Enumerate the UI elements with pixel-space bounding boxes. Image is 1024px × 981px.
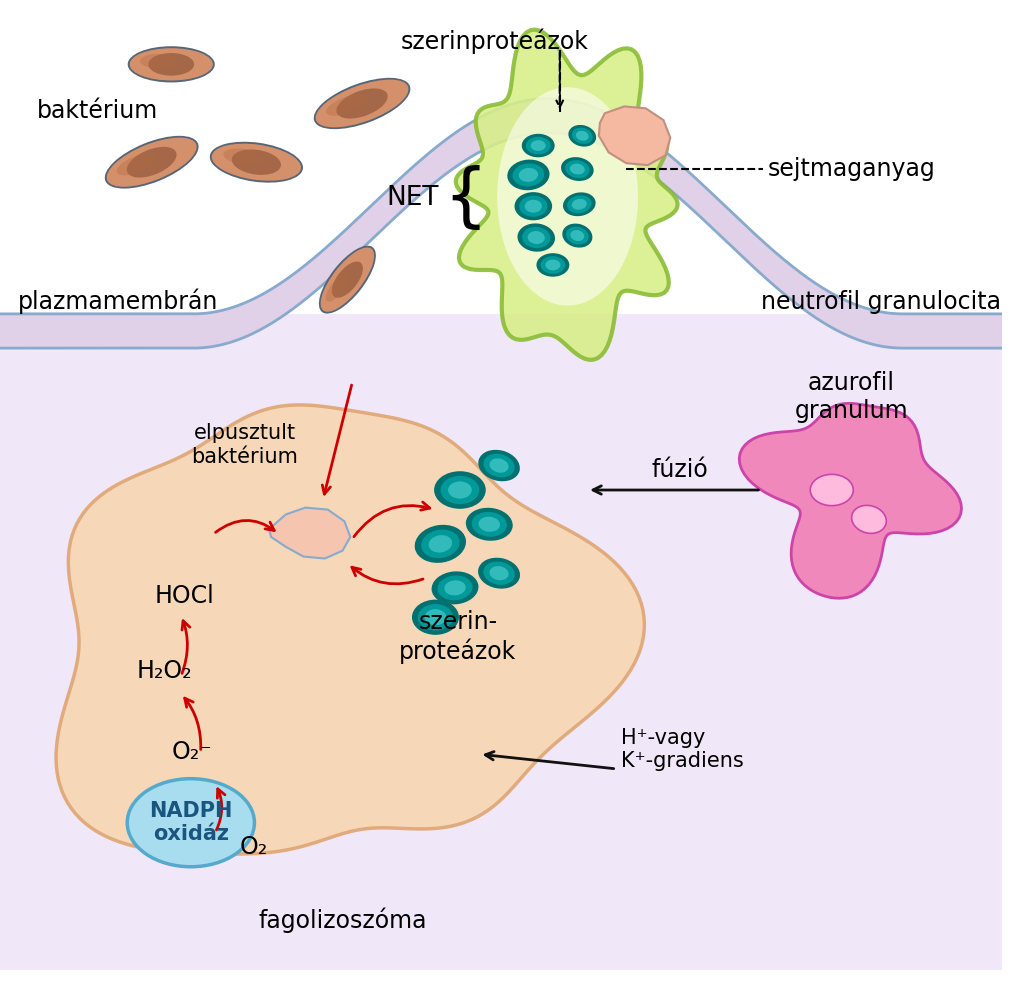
Ellipse shape	[429, 535, 453, 552]
Ellipse shape	[524, 200, 542, 213]
Text: fagolizoszóma: fagolizoszóma	[258, 907, 427, 933]
Ellipse shape	[563, 192, 596, 216]
Ellipse shape	[318, 245, 376, 314]
Ellipse shape	[327, 94, 368, 116]
Ellipse shape	[127, 147, 176, 178]
Text: HOCl: HOCl	[155, 584, 214, 607]
Text: fúzió: fúzió	[651, 458, 709, 483]
Ellipse shape	[575, 130, 589, 140]
Ellipse shape	[570, 231, 585, 241]
Ellipse shape	[130, 48, 213, 80]
Polygon shape	[456, 29, 678, 360]
Ellipse shape	[507, 160, 550, 190]
Polygon shape	[269, 507, 350, 558]
Polygon shape	[0, 99, 1002, 348]
Ellipse shape	[489, 458, 509, 473]
Ellipse shape	[530, 140, 546, 151]
Ellipse shape	[565, 160, 590, 178]
Ellipse shape	[106, 137, 197, 186]
Ellipse shape	[313, 77, 411, 129]
Ellipse shape	[852, 505, 887, 534]
Ellipse shape	[810, 475, 853, 505]
Ellipse shape	[466, 508, 513, 541]
Ellipse shape	[321, 247, 374, 312]
Ellipse shape	[210, 141, 303, 182]
Text: neutrofil granulocita: neutrofil granulocita	[761, 289, 1000, 314]
Ellipse shape	[483, 454, 515, 478]
Text: O₂⁻: O₂⁻	[171, 741, 212, 764]
Ellipse shape	[337, 88, 388, 119]
Ellipse shape	[514, 192, 552, 221]
Text: plazmamembrán: plazmamembrán	[17, 288, 218, 314]
Ellipse shape	[571, 199, 587, 210]
Ellipse shape	[425, 609, 446, 625]
Text: szerin-
proteázok: szerin- proteázok	[399, 610, 516, 663]
Ellipse shape	[519, 195, 548, 217]
Ellipse shape	[537, 253, 569, 277]
Ellipse shape	[562, 224, 593, 247]
Ellipse shape	[522, 133, 555, 157]
Ellipse shape	[568, 125, 596, 146]
Ellipse shape	[437, 576, 473, 600]
Ellipse shape	[326, 273, 350, 301]
Ellipse shape	[513, 164, 544, 186]
Polygon shape	[497, 87, 638, 306]
Text: NADPH
oxidáz: NADPH oxidáz	[150, 801, 232, 845]
Ellipse shape	[444, 581, 466, 595]
Text: sejtmaganyag: sejtmaganyag	[768, 157, 936, 181]
Ellipse shape	[332, 262, 362, 297]
Ellipse shape	[567, 195, 592, 213]
Ellipse shape	[128, 46, 215, 82]
Ellipse shape	[449, 482, 472, 498]
Ellipse shape	[104, 135, 199, 188]
Ellipse shape	[315, 79, 409, 128]
Ellipse shape	[570, 164, 585, 175]
Polygon shape	[599, 106, 671, 165]
Ellipse shape	[434, 471, 485, 509]
Ellipse shape	[519, 168, 538, 181]
Ellipse shape	[522, 227, 550, 248]
Ellipse shape	[148, 53, 195, 76]
Ellipse shape	[415, 525, 466, 563]
Text: H₂O₂: H₂O₂	[137, 659, 193, 683]
Ellipse shape	[478, 450, 520, 482]
Ellipse shape	[412, 599, 459, 635]
Ellipse shape	[431, 571, 478, 604]
Polygon shape	[236, 11, 860, 306]
Ellipse shape	[127, 779, 254, 867]
Ellipse shape	[483, 561, 515, 585]
Text: {: {	[443, 165, 487, 232]
Ellipse shape	[421, 530, 460, 558]
Text: NET: NET	[386, 185, 438, 211]
Ellipse shape	[212, 143, 301, 181]
Ellipse shape	[231, 149, 281, 175]
Ellipse shape	[561, 157, 594, 181]
Ellipse shape	[140, 54, 177, 69]
Bar	[0, 314, 1002, 970]
Ellipse shape	[541, 256, 565, 274]
Ellipse shape	[527, 232, 545, 244]
Ellipse shape	[489, 566, 509, 581]
Ellipse shape	[117, 153, 158, 176]
Text: O₂: O₂	[240, 835, 268, 859]
Polygon shape	[56, 405, 644, 854]
Ellipse shape	[418, 604, 453, 631]
Ellipse shape	[478, 517, 500, 532]
Polygon shape	[739, 403, 962, 598]
Text: baktérium: baktérium	[37, 99, 159, 124]
Text: elpusztult
baktérium: elpusztult baktérium	[191, 424, 298, 467]
Text: azurofil
granulum: azurofil granulum	[795, 371, 908, 423]
Ellipse shape	[571, 128, 593, 144]
Text: H⁺-vagy
K⁺-gradiens: H⁺-vagy K⁺-gradiens	[622, 728, 744, 771]
Ellipse shape	[566, 227, 589, 244]
Ellipse shape	[472, 512, 507, 537]
Ellipse shape	[478, 558, 520, 589]
Text: szerinproteázok: szerinproteázok	[400, 28, 588, 54]
Ellipse shape	[223, 148, 263, 165]
Ellipse shape	[517, 224, 555, 252]
Ellipse shape	[546, 260, 560, 271]
Ellipse shape	[526, 136, 551, 154]
Ellipse shape	[440, 476, 479, 504]
